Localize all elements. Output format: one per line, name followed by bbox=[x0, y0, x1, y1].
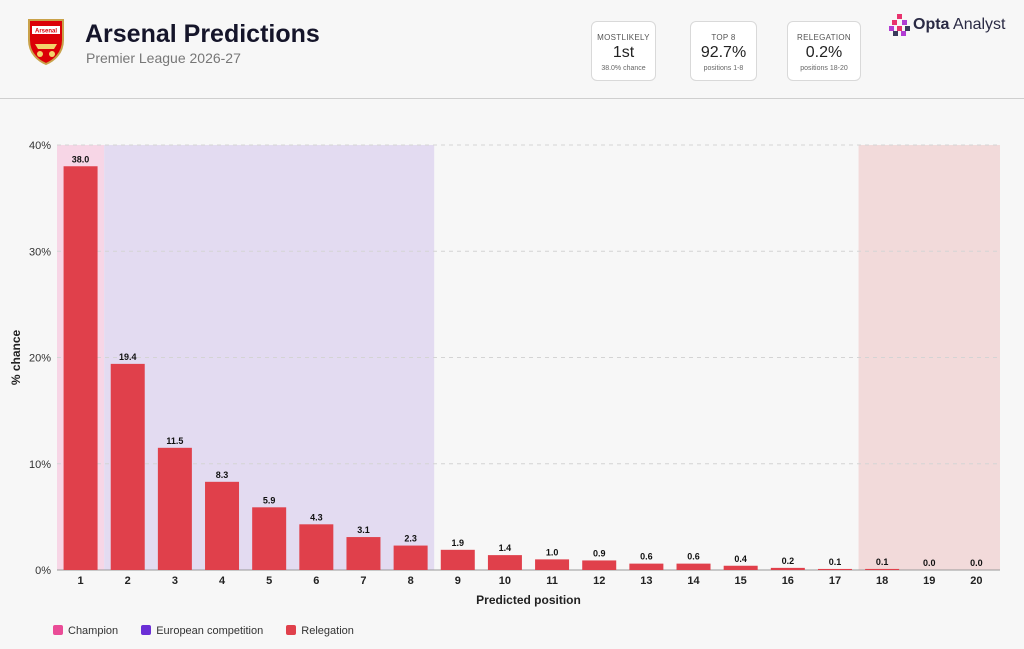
y-tick-label: 30% bbox=[29, 246, 51, 258]
x-tick-label: 11 bbox=[546, 575, 558, 587]
prediction-bar-chart: 0% 10% 20% 30% 40% 38.0 1 19.4 2 11.5 3 8.3 4 5.9 5 4.3… bbox=[9, 140, 1000, 607]
data-label: 0.1 bbox=[876, 557, 889, 567]
x-tick-label: 4 bbox=[219, 575, 226, 587]
data-label: 0.1 bbox=[829, 557, 842, 567]
chart-legend: Champion European competition Relegation bbox=[53, 625, 374, 637]
data-label: 1.9 bbox=[452, 538, 465, 548]
x-tick-label: 13 bbox=[640, 575, 652, 587]
card-label: RELEGATION bbox=[797, 33, 851, 42]
bar-position-5 bbox=[252, 507, 287, 570]
bar-position-1 bbox=[63, 166, 98, 570]
y-tick-label: 10% bbox=[29, 459, 51, 471]
x-tick-label: 10 bbox=[499, 575, 511, 587]
data-label: 11.5 bbox=[166, 436, 183, 446]
bar-position-8 bbox=[393, 545, 428, 570]
legend-european: European competition bbox=[141, 625, 263, 637]
x-tick-label: 3 bbox=[172, 575, 178, 587]
data-label: 2.3 bbox=[404, 534, 417, 544]
legend-label: European competition bbox=[156, 625, 264, 638]
brand-rest: Analyst bbox=[949, 16, 1006, 33]
bar-position-12 bbox=[582, 560, 617, 570]
bar-position-14 bbox=[676, 563, 711, 570]
legend-champion: Champion bbox=[53, 625, 118, 637]
opta-analyst-logo: Opta Analyst bbox=[889, 14, 1014, 38]
legend-swatch bbox=[286, 625, 297, 636]
bar-position-17 bbox=[817, 568, 852, 570]
bar-position-13 bbox=[629, 563, 664, 570]
bar-position-6 bbox=[299, 524, 334, 570]
data-label: 8.3 bbox=[216, 470, 229, 480]
arsenal-crest-icon: Arsenal bbox=[28, 19, 64, 66]
bar-position-15 bbox=[723, 565, 758, 570]
opta-mark-icon bbox=[889, 14, 910, 36]
data-label: 0.6 bbox=[640, 552, 653, 562]
legend-label: Relegation bbox=[301, 625, 354, 638]
card-sub: 38.0% chance bbox=[601, 65, 646, 72]
legend-relegation: Relegation bbox=[286, 625, 354, 637]
bar-position-16 bbox=[770, 567, 805, 570]
bar-position-7 bbox=[346, 537, 381, 570]
data-label: 0.9 bbox=[593, 548, 606, 558]
data-label: 0.6 bbox=[687, 552, 700, 562]
relegation-card: RELEGATION 0.2% positions 18-20 bbox=[787, 21, 861, 81]
bar-position-9 bbox=[440, 549, 475, 570]
x-axis-title: Predicted position bbox=[476, 593, 581, 607]
x-tick-label: 8 bbox=[408, 575, 414, 587]
legend-label: Champion bbox=[68, 625, 119, 638]
x-tick-label: 5 bbox=[266, 575, 272, 587]
data-label: 1.4 bbox=[499, 543, 512, 553]
top8-card: TOP 8 92.7% positions 1-8 bbox=[690, 21, 757, 81]
x-tick-label: 1 bbox=[78, 575, 84, 587]
card-value: 92.7% bbox=[700, 44, 747, 61]
bar-position-11 bbox=[535, 559, 570, 570]
x-tick-label: 6 bbox=[313, 575, 319, 587]
bar-position-18 bbox=[865, 568, 900, 570]
x-tick-label: 12 bbox=[593, 575, 605, 587]
y-tick-label: 40% bbox=[29, 140, 51, 152]
card-sub: positions 18-20 bbox=[800, 65, 848, 72]
data-label: 1.0 bbox=[546, 547, 559, 557]
card-value: 0.2% bbox=[805, 44, 843, 61]
data-label: 38.0 bbox=[72, 154, 90, 164]
data-label: 0.0 bbox=[970, 558, 983, 568]
x-tick-label: 20 bbox=[970, 575, 982, 587]
page-subtitle: Premier League 2026-27 bbox=[86, 50, 241, 66]
bar-position-3 bbox=[157, 447, 192, 570]
header-divider bbox=[0, 98, 1024, 99]
legend-swatch bbox=[53, 625, 63, 636]
x-tick-label: 14 bbox=[687, 575, 700, 587]
data-label: 0.0 bbox=[923, 558, 936, 568]
card-label: TOP 8 bbox=[711, 33, 736, 42]
data-label: 0.2 bbox=[782, 556, 795, 566]
card-value: 1st bbox=[612, 44, 635, 61]
bar-position-10 bbox=[487, 555, 522, 570]
x-tick-label: 9 bbox=[455, 575, 461, 587]
x-tick-label: 15 bbox=[735, 575, 747, 587]
header: Arsenal Arsenal Predictions Premier Leag… bbox=[0, 0, 1024, 98]
y-axis-title: % chance bbox=[9, 329, 23, 385]
legend-swatch bbox=[141, 625, 152, 636]
card-sub: positions 1-8 bbox=[703, 65, 744, 72]
brand-bold: Opta bbox=[913, 16, 950, 33]
page-title: Arsenal Predictions bbox=[85, 20, 320, 48]
data-label: 5.9 bbox=[263, 495, 276, 505]
x-tick-label: 18 bbox=[876, 575, 888, 587]
card-label: MOSTLIKELY bbox=[597, 33, 650, 42]
bar-position-2 bbox=[110, 363, 145, 570]
data-label: 19.4 bbox=[119, 352, 137, 362]
svg-text:Arsenal: Arsenal bbox=[35, 29, 57, 35]
x-tick-label: 2 bbox=[125, 575, 131, 587]
x-tick-label: 17 bbox=[829, 575, 841, 587]
data-label: 4.3 bbox=[310, 512, 323, 522]
data-label: 3.1 bbox=[357, 525, 370, 535]
most-likely-card: MOSTLIKELY 1st 38.0% chance bbox=[591, 21, 656, 81]
x-tick-label: 16 bbox=[782, 575, 794, 587]
bar-position-4 bbox=[205, 481, 240, 570]
data-label: 0.4 bbox=[734, 554, 747, 564]
x-tick-label: 19 bbox=[923, 575, 935, 587]
y-tick-label: 0% bbox=[35, 565, 51, 577]
x-tick-label: 7 bbox=[360, 575, 366, 587]
y-tick-label: 20% bbox=[29, 353, 51, 365]
